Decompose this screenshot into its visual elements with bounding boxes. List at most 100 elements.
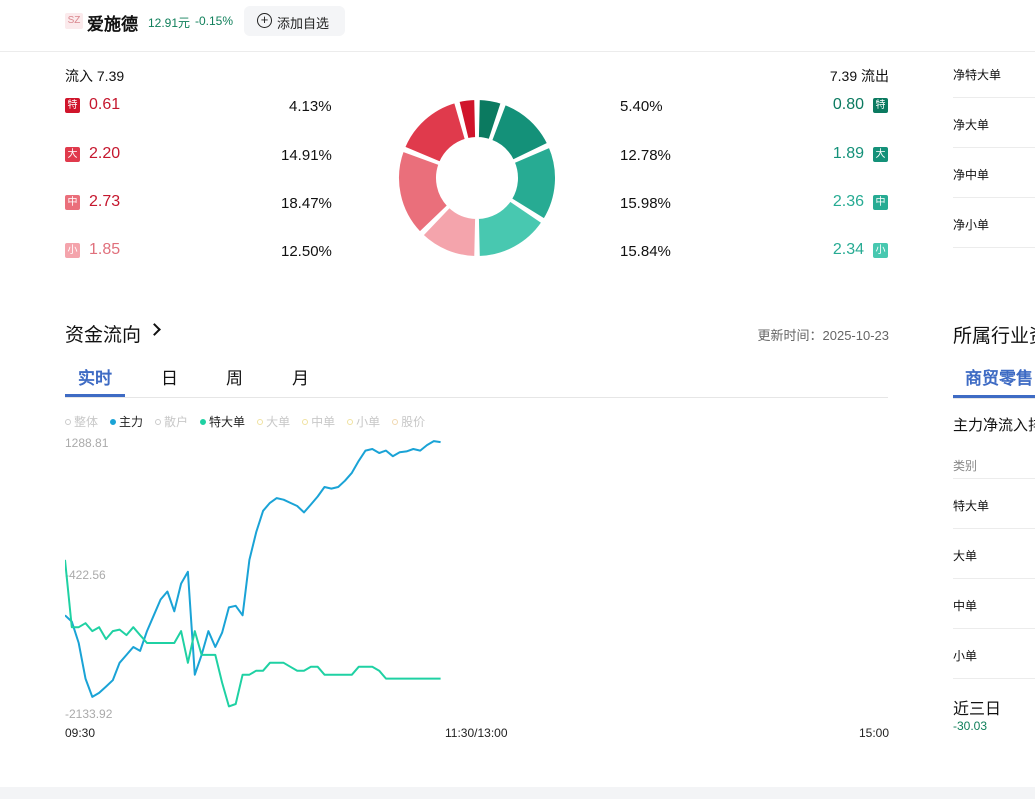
inflow-total: 流入 7.39 <box>65 68 125 84</box>
donut-in-1 <box>403 101 467 164</box>
legend-dot-icon <box>65 419 71 425</box>
net-large-label: 净大单 <box>953 118 990 132</box>
divider <box>953 197 1035 198</box>
chevron-right-icon[interactable] <box>148 323 161 336</box>
add-watchlist-button[interactable]: + 添加自选 <box>244 6 345 36</box>
out-badge-medium: 中 <box>873 195 888 210</box>
legend-dot-icon <box>347 419 354 425</box>
industry-subtitle: 主力净流入排 <box>953 417 1035 434</box>
donut-out-0 <box>476 98 503 141</box>
in-badge-medium: 中 <box>65 195 80 210</box>
outflow-medium-pct: 15.98% <box>620 195 671 212</box>
outflow-super-pct: 5.40% <box>620 98 663 115</box>
market-badge: SZ <box>65 13 83 29</box>
x-tick-label: 11:30/13:00 <box>445 726 508 740</box>
divider <box>953 478 1035 479</box>
net-medium-label: 净中单 <box>953 168 990 182</box>
legend-item[interactable]: 大单 <box>257 415 290 429</box>
outflow-small-value: 2.34 <box>832 241 864 258</box>
three-day-label: 近三日 <box>953 701 1002 718</box>
donut-in-0 <box>457 98 478 141</box>
x-tick-label: 15:00 <box>859 726 890 740</box>
three-day-value: -30.03 <box>953 719 988 733</box>
donut-in-3 <box>421 205 478 258</box>
outflow-total: 7.39 流出 <box>829 68 889 84</box>
legend-dot-icon <box>257 419 264 425</box>
series-line-0 <box>65 440 441 698</box>
chart-legend: 整体 主力 散户 特大单 大单 中单 小单 股价 <box>65 413 437 430</box>
legend-dot-icon <box>200 419 207 425</box>
legend-dot-icon <box>110 419 117 425</box>
outflow-small-pct: 15.84% <box>620 243 671 260</box>
divider <box>953 147 1035 148</box>
legend-dot-icon <box>392 419 399 425</box>
outflow-large-value: 1.89 <box>832 145 864 162</box>
divider <box>953 247 1035 248</box>
legend-dot-icon <box>155 419 162 425</box>
net-small-label: 净小单 <box>953 218 990 232</box>
update-time: 更新时间：2025-10-23 <box>757 328 890 343</box>
capital-flow-title[interactable]: 资金流向 <box>65 325 142 346</box>
donut-out-3 <box>476 199 544 258</box>
flow-donut-chart <box>397 98 557 258</box>
out-badge-super: 特 <box>873 98 888 113</box>
tab-industry[interactable]: 商贸零售 <box>965 369 1033 388</box>
category-header: 类别 <box>953 459 978 473</box>
inflow-super-value: 0.61 <box>89 96 121 113</box>
y-tick-label: -2133.92 <box>65 707 113 721</box>
legend-item[interactable]: 整体 <box>65 415 98 429</box>
outflow-super-value: 0.80 <box>832 96 864 113</box>
x-tick-label: 09:30 <box>65 726 96 740</box>
donut-in-2 <box>397 149 450 234</box>
legend-item[interactable]: 小单 <box>347 415 380 429</box>
stock-price: 12.91元 <box>148 16 191 30</box>
legend-item[interactable]: 中单 <box>302 415 335 429</box>
inflow-large-pct: 14.91% <box>281 147 332 164</box>
tab-day[interactable]: 日 <box>161 369 178 388</box>
divider <box>953 678 1035 679</box>
divider <box>953 97 1035 98</box>
industry-title: 所属行业资 <box>953 326 1035 347</box>
in-badge-small: 小 <box>65 243 80 258</box>
stock-name[interactable]: 爱施德 <box>87 15 138 34</box>
industry-row-super: 特大单 <box>953 499 990 513</box>
legend-item[interactable]: 散户 <box>155 415 188 429</box>
tab-month[interactable]: 月 <box>292 369 309 388</box>
capital-flow-chart[interactable] <box>65 430 888 720</box>
donut-out-1 <box>490 103 550 162</box>
inflow-super-pct: 4.13% <box>289 98 332 115</box>
outflow-medium-value: 2.36 <box>832 193 864 210</box>
tab-week[interactable]: 周 <box>226 369 243 388</box>
add-watchlist-label: 添加自选 <box>277 16 330 31</box>
active-tab-indicator <box>65 394 125 397</box>
donut-out-2 <box>510 145 557 221</box>
out-badge-large: 大 <box>873 147 888 162</box>
tab-divider <box>65 397 888 398</box>
stock-header: SZ 爱施德 12.91元 -0.15% + 添加自选 <box>0 0 1035 52</box>
divider <box>953 628 1035 629</box>
legend-item[interactable]: 特大单 <box>200 415 245 429</box>
y-tick-label: -422.56 <box>65 568 106 582</box>
divider <box>953 578 1035 579</box>
outflow-large-pct: 12.78% <box>620 147 671 164</box>
in-badge-large: 大 <box>65 147 80 162</box>
tab-realtime[interactable]: 实时 <box>78 369 112 388</box>
page-footer-bar <box>0 787 1035 799</box>
legend-item[interactable]: 主力 <box>110 415 143 429</box>
industry-row-large: 大单 <box>953 549 978 563</box>
industry-row-small: 小单 <box>953 649 978 663</box>
inflow-small-pct: 12.50% <box>281 243 332 260</box>
net-super-label: 净特大单 <box>953 68 1002 82</box>
industry-row-medium: 中单 <box>953 599 978 613</box>
legend-item[interactable]: 股价 <box>392 415 425 429</box>
active-tab-indicator <box>953 395 1035 398</box>
in-badge-super: 特 <box>65 98 80 113</box>
inflow-medium-value: 2.73 <box>89 193 121 210</box>
out-badge-small: 小 <box>873 243 888 258</box>
legend-dot-icon <box>302 419 309 425</box>
inflow-small-value: 1.85 <box>89 241 121 258</box>
series-line-1 <box>65 559 441 708</box>
divider <box>953 528 1035 529</box>
y-tick-label: 1288.81 <box>65 436 109 450</box>
inflow-large-value: 2.20 <box>89 145 121 162</box>
